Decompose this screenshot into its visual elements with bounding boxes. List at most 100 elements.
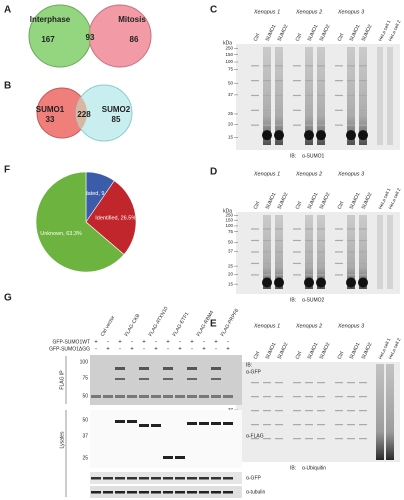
band [251, 228, 259, 230]
band [139, 395, 149, 398]
label: α-Ubiquitin [302, 465, 326, 471]
band [263, 65, 271, 67]
label: 50 [228, 80, 234, 85]
label: D [210, 167, 217, 178]
band [347, 396, 355, 398]
band [347, 94, 355, 97]
band [335, 438, 343, 440]
band [103, 477, 113, 480]
label: Ctrl [295, 201, 304, 211]
label: SUMO2 [319, 24, 332, 43]
label: Xenopus 2 [295, 171, 322, 177]
band [335, 396, 343, 398]
band [293, 262, 301, 265]
band [163, 477, 173, 480]
band [251, 109, 259, 111]
band [91, 491, 101, 494]
band [263, 124, 271, 126]
label: - [107, 340, 109, 346]
band [275, 94, 283, 97]
band [139, 491, 149, 494]
label: + [94, 340, 98, 346]
label: IB: [290, 465, 296, 471]
band [359, 109, 367, 111]
band [211, 395, 221, 398]
label: 75 [228, 229, 234, 234]
label: 37 [228, 407, 234, 412]
label: A [4, 5, 11, 16]
band [293, 382, 301, 384]
band [317, 438, 325, 440]
label: 37 [228, 249, 234, 254]
label: SUMO2 [361, 192, 374, 211]
band [163, 395, 173, 398]
label: 20 [228, 122, 234, 127]
band [317, 396, 325, 398]
band [263, 382, 271, 384]
band [293, 80, 301, 82]
label: Interphase [30, 15, 71, 24]
band [335, 262, 343, 265]
label: 75 [228, 67, 234, 72]
label: Ctrl [337, 33, 346, 43]
band [263, 80, 271, 82]
band [359, 438, 367, 440]
band [187, 378, 197, 380]
band [275, 239, 283, 242]
band [199, 422, 209, 425]
band [275, 262, 283, 265]
band [335, 65, 343, 67]
band [115, 477, 125, 480]
band [359, 424, 367, 426]
label: 25 [82, 455, 88, 461]
label: Ctrl [253, 351, 262, 361]
label: IB: [246, 362, 252, 368]
band [317, 228, 325, 230]
band [275, 438, 283, 440]
band [335, 80, 343, 82]
label: GFP-SUMO1WT [53, 339, 91, 345]
label: + [106, 347, 110, 353]
band [251, 94, 259, 97]
band [251, 410, 259, 412]
label: Ctrl [295, 33, 304, 43]
band [293, 228, 301, 230]
label: + [130, 347, 134, 353]
label: Xenopus 2 [295, 323, 322, 329]
label: F [4, 165, 10, 176]
label: 50 [82, 417, 88, 423]
band [262, 130, 272, 141]
label: 50 [82, 393, 88, 399]
band [127, 491, 137, 494]
label: + [154, 347, 158, 353]
label: 228 [77, 110, 91, 119]
band [305, 251, 313, 253]
band [346, 130, 356, 141]
label: 85 [112, 115, 121, 124]
label: 15 [228, 134, 234, 139]
band [347, 65, 355, 67]
band [347, 239, 355, 242]
band [335, 424, 343, 426]
band [139, 367, 149, 370]
band [359, 124, 367, 126]
band [305, 262, 313, 265]
label: - [155, 340, 157, 346]
label: kDa [223, 208, 232, 214]
band [251, 262, 259, 265]
band [305, 124, 313, 126]
band [293, 424, 301, 426]
label: + [226, 347, 230, 353]
band [316, 130, 326, 141]
band [305, 109, 313, 111]
label: FLAG-CKB [124, 312, 142, 337]
band [359, 262, 367, 265]
label: + [142, 340, 146, 346]
band [263, 94, 271, 97]
label: Xenopus 2 [295, 9, 322, 15]
count: 93 [86, 33, 95, 42]
slice-label: Validated, 9.5% [76, 191, 114, 197]
label: Ctrl [337, 201, 346, 211]
band [317, 410, 325, 412]
band [316, 277, 326, 288]
